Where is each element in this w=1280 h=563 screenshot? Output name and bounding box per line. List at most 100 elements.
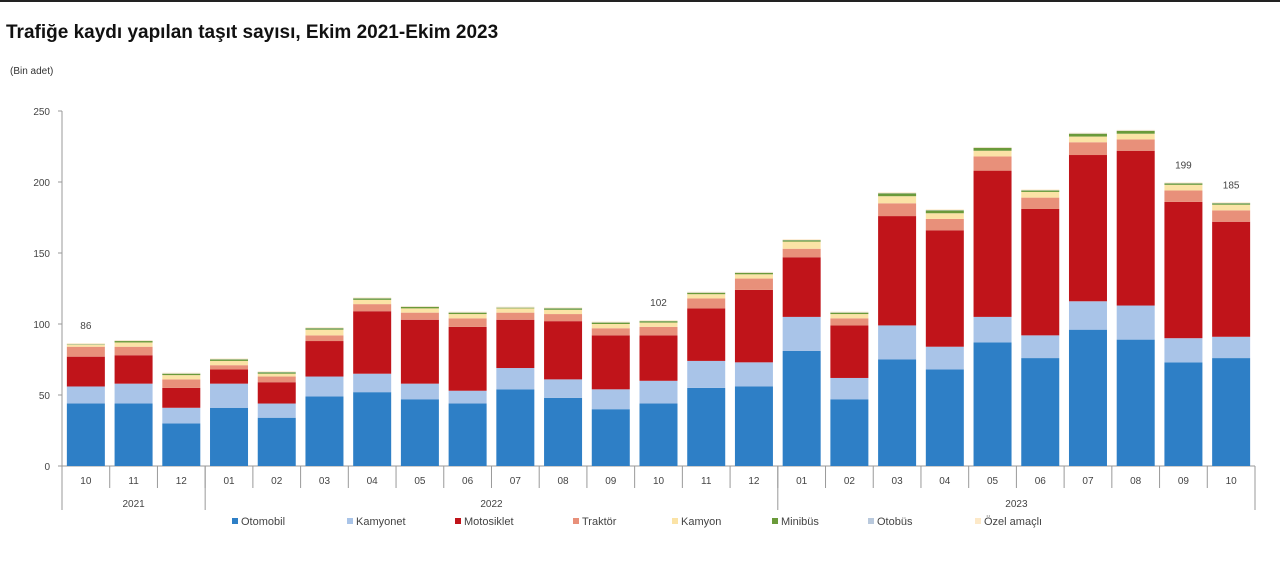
year-label: 2021 (122, 499, 145, 510)
bar-segment-kamyonet (1116, 305, 1155, 340)
bar-segment-zelamal (1116, 129, 1155, 131)
bar-segment-otomobil (353, 392, 392, 466)
bar-segment-zelamal (114, 340, 153, 341)
x-tick-label: 09 (605, 476, 617, 487)
bar-segment-motosiklet (925, 230, 964, 347)
bar-segment-traktr (878, 203, 917, 217)
bar-segment-kamyonet (400, 383, 439, 400)
legend-swatch (868, 518, 874, 524)
legend-swatch (347, 518, 353, 524)
bar-segment-minibs (782, 240, 821, 242)
bar-segment-kamyon (305, 329, 344, 336)
bar-segment-traktr (544, 314, 583, 322)
bar-segment-zelamal (353, 297, 392, 299)
bar-segment-otomobil (639, 403, 678, 466)
bar-segment-otomobil (782, 350, 821, 466)
bar-segment-traktr (66, 346, 105, 357)
bar-segment-kamyonet (734, 362, 773, 387)
x-tick-label: 05 (987, 476, 999, 487)
bar-segment-traktr (1021, 197, 1060, 209)
x-tick-label: 08 (557, 476, 569, 487)
legend-label: Traktör (582, 516, 617, 528)
bar-segment-kamyonet (114, 383, 153, 404)
bar-segment-kamyon (66, 344, 105, 347)
bar-segment-zelamal (1021, 189, 1060, 191)
bar-segment-kamyon (210, 360, 249, 366)
bar-segment-kamyonet (925, 346, 964, 370)
chart-title: Trafiğe kaydı yapılan taşıt sayısı, Ekim… (6, 22, 499, 43)
bar-segment-kamyonet (305, 376, 344, 397)
bar-segment-traktr (1164, 190, 1203, 202)
bar-segment-traktr (210, 365, 249, 370)
x-tick-label: 09 (1178, 476, 1190, 487)
bar-segment-kamyon (448, 314, 487, 319)
bar-segment-minibs (1116, 130, 1155, 134)
bar-segment-motosiklet (591, 335, 630, 390)
bar-segment-minibs (687, 292, 726, 295)
legend-label: Motosiklet (464, 516, 514, 528)
bar-segment-otomobil (114, 403, 153, 466)
bar-segment-minibs (210, 359, 249, 361)
bar-segment-motosiklet (878, 216, 917, 326)
bar-segment-kamyonet (162, 407, 201, 424)
bar-segment-otomobil (734, 386, 773, 466)
bar-segment-minibs (162, 373, 201, 376)
x-tick-label: 12 (176, 476, 188, 487)
bar-segment-motosiklet (639, 335, 678, 381)
bar-segment-kamyon (257, 373, 296, 377)
bar-segment-motosiklet (448, 326, 487, 391)
bar-segment-otomobil (400, 399, 439, 466)
bar-segment-otomobil (257, 417, 296, 466)
x-tick-label: 08 (1130, 476, 1142, 487)
year-label: 2022 (480, 499, 503, 510)
legend-swatch (975, 518, 981, 524)
bar-segment-kamyon (1021, 191, 1060, 198)
bar-segment-traktr (687, 298, 726, 309)
bar-segment-kamyonet (1164, 338, 1203, 363)
bar-segment-kamyon (639, 322, 678, 327)
x-tick-label: 03 (319, 476, 331, 487)
bar-segment-kamyon (1212, 204, 1251, 211)
bar-segment-minibs (973, 147, 1012, 151)
bar-segment-traktr (639, 326, 678, 336)
bar-segment-kamyonet (544, 379, 583, 398)
bar-segment-kamyon (1068, 136, 1107, 143)
legend-swatch (232, 518, 238, 524)
bar-segment-traktr (114, 346, 153, 356)
bar-segment-zelamal (496, 306, 535, 308)
legend-label: Minibüs (781, 516, 819, 528)
bar-segment-traktr (591, 328, 630, 336)
bar-segment-kamyon (353, 299, 392, 305)
bar-segment-zelamal (878, 192, 917, 194)
bar-segment-otomobil (448, 403, 487, 466)
bar-segment-zelamal (973, 146, 1012, 148)
bar-segment-otomobil (210, 407, 249, 466)
bar-segment-otomobil (305, 396, 344, 466)
bar-segment-traktr (1116, 139, 1155, 151)
bar-segment-kamyon (544, 309, 583, 315)
bar-segment-traktr (162, 379, 201, 388)
bar-segment-zelamal (400, 305, 439, 307)
bar-segment-otomobil (1068, 329, 1107, 466)
data-label: 199 (1175, 160, 1192, 171)
bar-segment-kamyon (1164, 184, 1203, 191)
legend-swatch (573, 518, 579, 524)
bar-segment-otomobil (830, 399, 869, 466)
bar-segment-otomobil (544, 397, 583, 466)
bar-segment-kamyonet (639, 380, 678, 404)
bar-segment-motosiklet (1212, 221, 1251, 337)
bar-segment-kamyonet (353, 373, 392, 393)
bar-segment-zelamal (1212, 202, 1251, 204)
bar-segment-otomobil (162, 423, 201, 466)
bar-segment-zelamal (544, 307, 583, 309)
bar-segment-traktr (257, 376, 296, 383)
bar-segment-minibs (496, 307, 535, 309)
x-tick-label: 04 (367, 476, 379, 487)
bar-segment-minibs (639, 321, 678, 323)
x-tick-label: 01 (223, 476, 235, 487)
x-tick-label: 07 (510, 476, 522, 487)
y-tick-label: 50 (39, 391, 51, 402)
bar-segment-traktr (448, 318, 487, 327)
bar-segment-otomobil (925, 369, 964, 466)
bar-segment-otomobil (66, 403, 105, 466)
